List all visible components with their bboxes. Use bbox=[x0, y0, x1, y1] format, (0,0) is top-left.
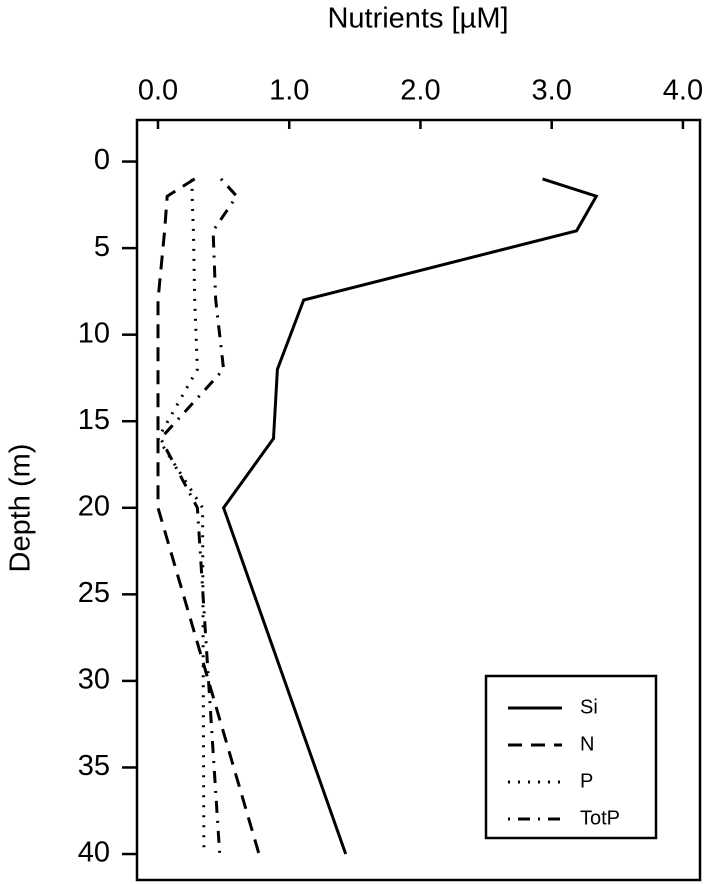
y-tick-label: 10 bbox=[78, 317, 110, 349]
y-axis-title: Depth (m) bbox=[5, 444, 37, 573]
y-tick-label: 0 bbox=[94, 144, 110, 176]
y-tick-label: 20 bbox=[78, 490, 110, 522]
legend-box bbox=[484, 674, 658, 840]
legend-label: N bbox=[580, 733, 594, 755]
y-tick-label: 30 bbox=[78, 664, 110, 696]
y-tick-label: 25 bbox=[78, 577, 110, 609]
series-line bbox=[156, 178, 206, 855]
legend-label: TotP bbox=[580, 807, 620, 829]
y-tick-label: 35 bbox=[78, 750, 110, 782]
x-tick-label: 3.0 bbox=[532, 75, 572, 107]
y-tick-label: 40 bbox=[78, 837, 110, 869]
x-tick-label: 2.0 bbox=[400, 75, 440, 107]
plot-frame bbox=[135, 118, 702, 882]
y-tick-label: 5 bbox=[94, 231, 110, 263]
series-line bbox=[156, 177, 261, 855]
legend-label: Si bbox=[580, 696, 598, 718]
series-line bbox=[158, 177, 239, 855]
y-tick-label: 15 bbox=[78, 404, 110, 436]
legend-label: P bbox=[580, 770, 593, 792]
series-line bbox=[221, 177, 599, 855]
x-tick-label: 4.0 bbox=[663, 75, 703, 107]
x-axis-title: Nutrients [µM] bbox=[327, 3, 508, 35]
x-tick-label: 1.0 bbox=[269, 75, 309, 107]
x-tick-label: 0.0 bbox=[138, 75, 178, 107]
